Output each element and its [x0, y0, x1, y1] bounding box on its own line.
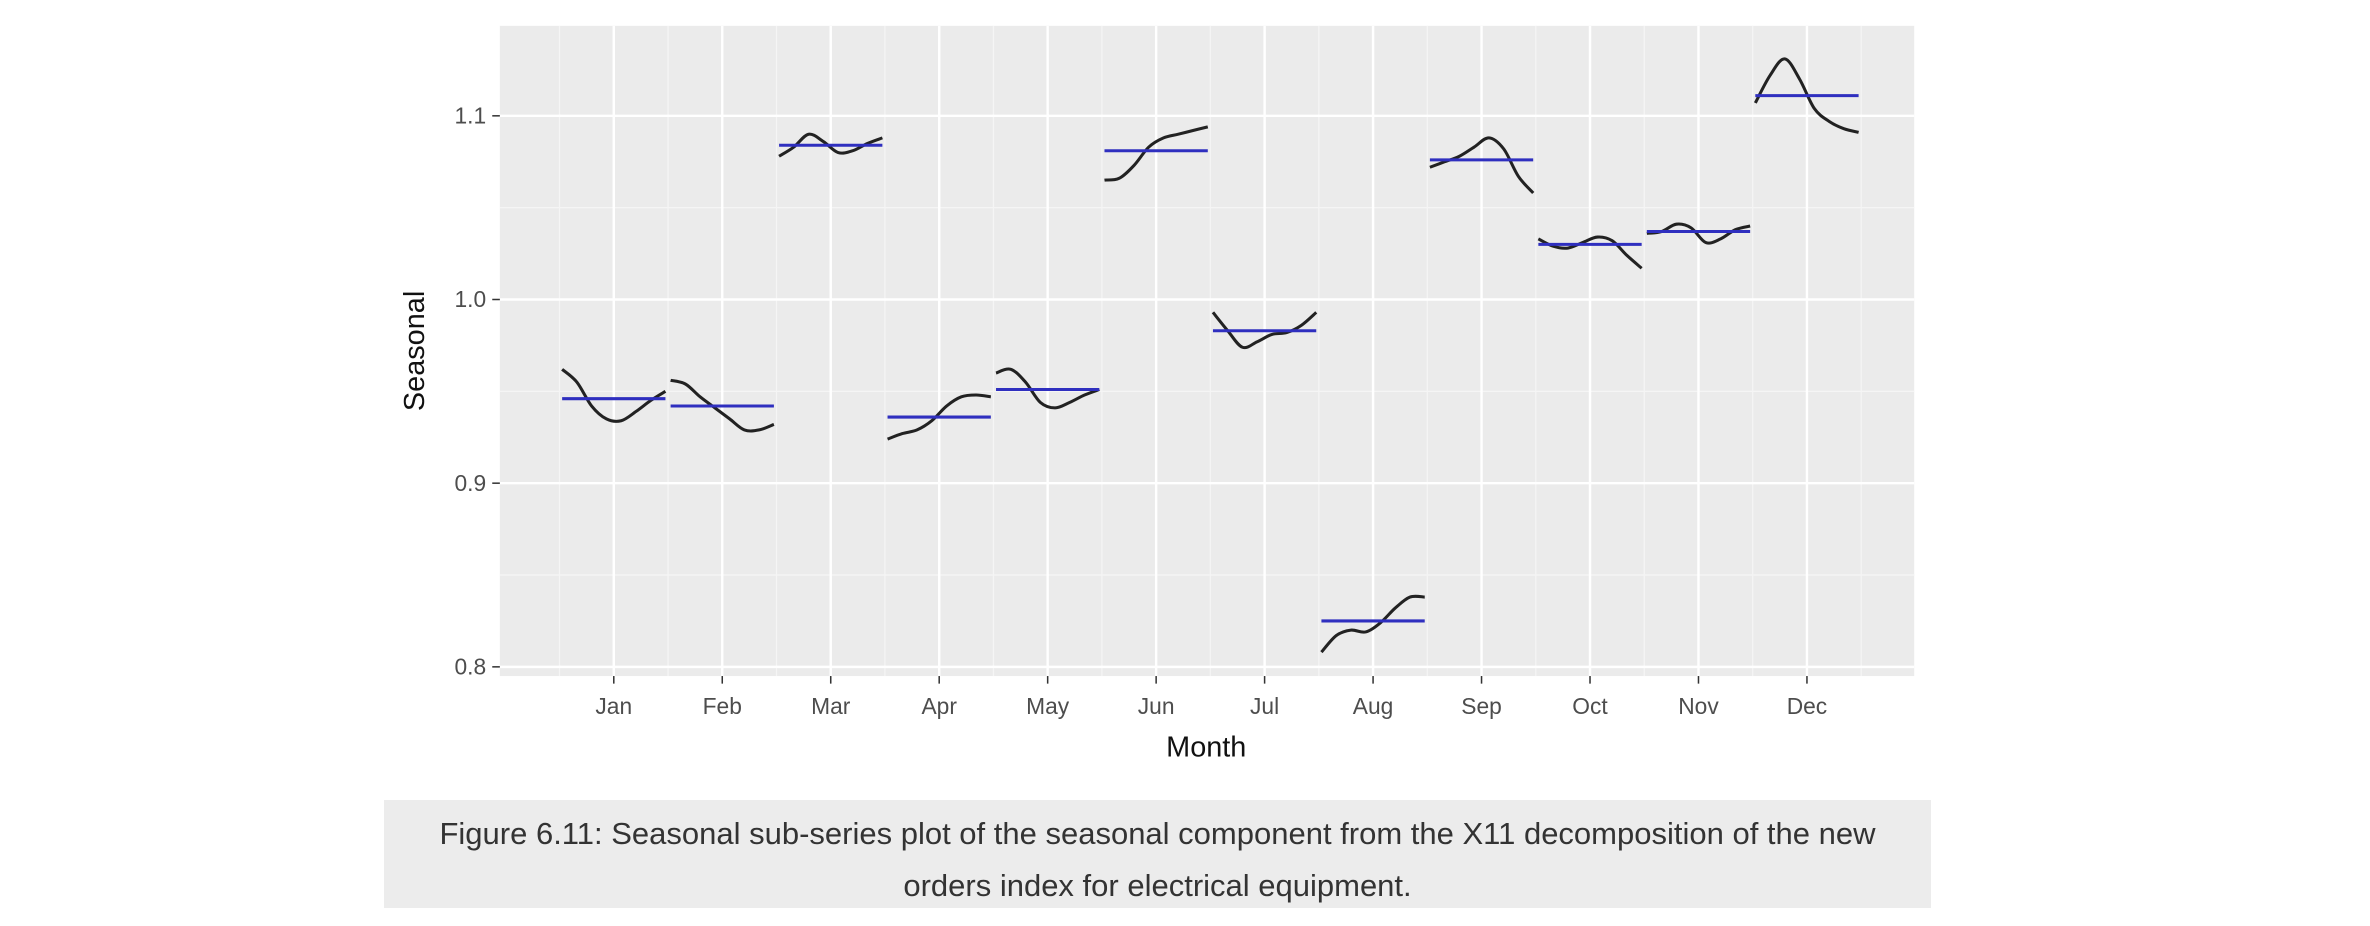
x-tick-label: Mar: [811, 693, 851, 719]
x-tick-label: Apr: [921, 693, 957, 719]
seasonal-line: [561, 368, 667, 423]
caption: Figure 6.11: Seasonal sub-series plot of…: [384, 800, 1931, 908]
seasonal-line: [1320, 594, 1425, 654]
x-tick-label: Sep: [1461, 693, 1502, 719]
x-tick-label: Jan: [595, 693, 632, 719]
x-tick-label: Dec: [1787, 693, 1828, 719]
x-tick-label: Jul: [1250, 693, 1279, 719]
seasonal-line: [887, 393, 992, 441]
seasonal-line: [1537, 235, 1643, 270]
x-tick-label: Nov: [1678, 693, 1719, 719]
x-tick-label: Oct: [1572, 693, 1608, 719]
seasonal-line: [670, 378, 775, 433]
seasonal-line: [995, 367, 1100, 410]
chart: Month Seasonal 0.8 0.9 1.0 1.1 Jan Feb Mar Apr M…: [399, 25, 1915, 764]
seasonal-line: [1104, 125, 1209, 182]
y-tick-label: 0.9: [455, 470, 487, 496]
y-tick-label: 0.8: [455, 653, 487, 679]
x-tick-label: Feb: [703, 693, 742, 719]
x-tick-label: Jun: [1138, 693, 1175, 719]
y-tick-label: 1.1: [455, 102, 487, 128]
x-tick-label: May: [1026, 693, 1070, 719]
x-tick-label: Aug: [1353, 693, 1394, 719]
seasonal-line: [1211, 311, 1318, 350]
y-axis-title: Seasonal: [399, 291, 431, 411]
x-axis-title: Month: [1166, 732, 1246, 764]
y-tick-label: 1.0: [455, 286, 487, 312]
panel: [499, 25, 1915, 677]
